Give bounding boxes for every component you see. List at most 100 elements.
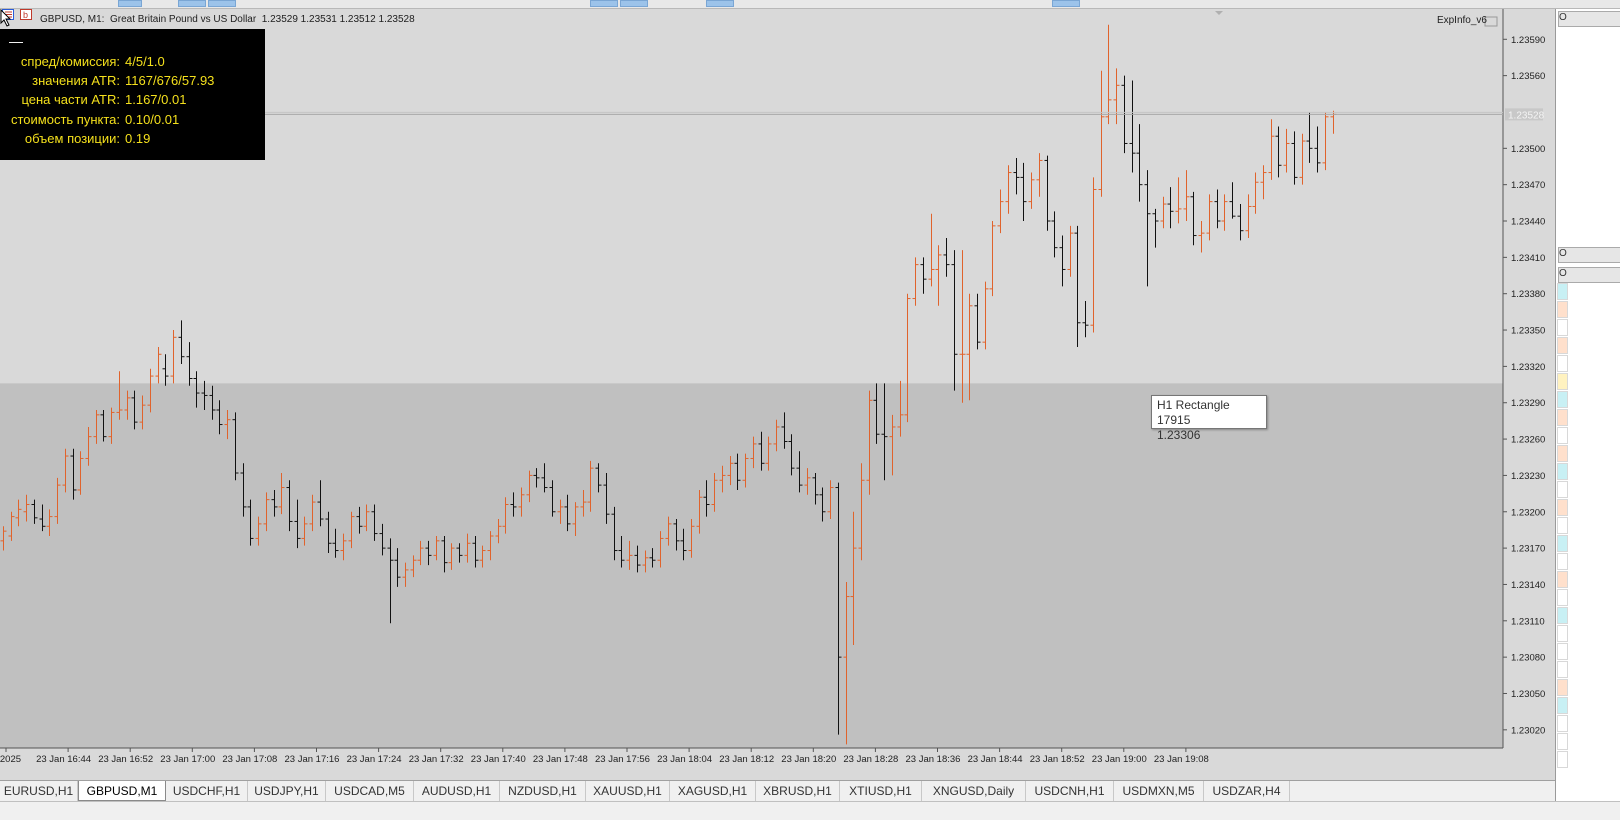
- time-axis-label: 23 Jan 18:36: [906, 754, 961, 765]
- price-axis-label: 1.23440: [1511, 217, 1545, 228]
- info-label: спред/комиссия:: [20, 54, 120, 69]
- panel-row-cell[interactable]: [1557, 661, 1568, 678]
- h1-rectangle[interactable]: [0, 383, 1503, 748]
- indicator-label: ExpInfo_v6: [1436, 15, 1487, 26]
- price-axis-label: 1.23380: [1511, 289, 1545, 300]
- tab-usdmxn[interactable]: USDMXN,M5: [1114, 781, 1204, 801]
- panel-row-cell[interactable]: [1557, 463, 1568, 480]
- tab-usdcad[interactable]: USDCAD,M5: [326, 781, 414, 801]
- mouse-pointer-icon: [0, 9, 12, 27]
- price-axis-label: 1.23560: [1511, 71, 1545, 82]
- price-axis-label: 1.23260: [1511, 435, 1545, 446]
- info-value: 0.19: [125, 131, 151, 146]
- chart-window[interactable]: 1.23528 1.23590 1.23560 1.23500 1.23470 1.234…: [0, 9, 1555, 780]
- time-axis-label: 23 Jan 18:12: [719, 754, 774, 765]
- panel-row-cell[interactable]: [1557, 427, 1568, 444]
- price-axis-label: 1.23470: [1511, 180, 1545, 191]
- panel-row-cell[interactable]: [1557, 499, 1568, 516]
- chart-tabs: EURUSD,H1 GBPUSD,M1 USDCHF,H1 USDJPY,H1 …: [0, 780, 1602, 802]
- toolbar-button[interactable]: [706, 0, 734, 7]
- current-price-box: [1505, 108, 1543, 121]
- screenshot-icon[interactable]: [1484, 16, 1498, 27]
- tab-xtiusd[interactable]: XTIUSD,H1: [840, 781, 922, 801]
- tab-gbpusd[interactable]: GBPUSD,M1: [78, 781, 166, 801]
- svg-text:b: b: [23, 10, 28, 20]
- toolbar-button[interactable]: [208, 0, 236, 7]
- panel-header[interactable]: O: [1558, 247, 1620, 263]
- tab-usdjpy[interactable]: USDJPY,H1: [248, 781, 326, 801]
- time-axis-label: 23 Jan 16:44: [36, 754, 91, 765]
- price-axis-label: 1.23050: [1511, 689, 1545, 700]
- toolbar-button[interactable]: [590, 0, 618, 7]
- panel-row-cell[interactable]: [1557, 679, 1568, 696]
- price-axis-label: 1.23080: [1511, 653, 1545, 664]
- time-axis-label: 23 Jan 19:00: [1092, 754, 1147, 765]
- object-tooltip: H1 Rectangle 17915 1.23306: [1151, 395, 1267, 442]
- toolbar-button[interactable]: [118, 0, 142, 7]
- panel-row-cell[interactable]: [1557, 715, 1568, 732]
- panel-row-cell[interactable]: [1557, 391, 1568, 408]
- tab-usdcnh[interactable]: USDCNH,H1: [1026, 781, 1114, 801]
- panel-header[interactable]: O: [1558, 11, 1620, 27]
- time-axis-label: 3 Jan 2025: [0, 754, 21, 765]
- time-axis-label: 23 Jan 17:00: [160, 754, 215, 765]
- tab-audusd[interactable]: AUDUSD,H1: [414, 781, 500, 801]
- time-axis-label: 23 Jan 16:52: [98, 754, 153, 765]
- panel-header[interactable]: O: [1558, 267, 1620, 283]
- panel-row-cell[interactable]: [1557, 553, 1568, 570]
- tab-nzdusd[interactable]: NZDUSD,H1: [500, 781, 586, 801]
- price-axis-label: 1.23290: [1511, 398, 1545, 409]
- info-row-atr: значения ATR: 1167/676/57.93: [0, 73, 265, 93]
- panel-row-cell[interactable]: [1557, 409, 1568, 426]
- panel-row-cell[interactable]: [1557, 445, 1568, 462]
- panel-row-cell[interactable]: [1557, 337, 1568, 354]
- panel-row-cell[interactable]: [1557, 571, 1568, 588]
- panel-row-cell[interactable]: [1557, 319, 1568, 336]
- panel-row-cell[interactable]: [1557, 301, 1568, 318]
- tab-usdchf[interactable]: USDCHF,H1: [166, 781, 248, 801]
- price-axis-label: 1.23110: [1511, 616, 1545, 627]
- info-value: 1167/676/57.93: [125, 73, 215, 88]
- toolbar-button[interactable]: [1052, 0, 1080, 7]
- time-axis-label: 23 Jan 17:08: [222, 754, 277, 765]
- toolbar-strip: [0, 0, 1620, 9]
- collapse-button[interactable]: —: [9, 33, 23, 49]
- panel-row-cell[interactable]: [1557, 589, 1568, 606]
- tab-eurusd[interactable]: EURUSD,H1: [0, 781, 78, 801]
- info-row-volume: объем позиции: 0.19: [0, 131, 265, 151]
- panel-row-cell[interactable]: [1557, 697, 1568, 714]
- expert-icon[interactable]: b: [20, 9, 32, 20]
- toolbar-button[interactable]: [178, 0, 206, 7]
- time-axis-label: 23 Jan 18:20: [781, 754, 836, 765]
- price-axis-label: 1.23350: [1511, 326, 1545, 337]
- info-value: 1.167/0.01: [125, 92, 187, 107]
- info-label: объем позиции:: [24, 131, 120, 146]
- panel-row-cell[interactable]: [1557, 625, 1568, 642]
- toolbar-button[interactable]: [620, 0, 648, 7]
- tab-xbrusd[interactable]: XBRUSD,H1: [756, 781, 840, 801]
- tab-xauusd[interactable]: XAUUSD,H1: [586, 781, 670, 801]
- panel-row-cell[interactable]: [1557, 733, 1568, 750]
- panel-row-cell[interactable]: [1557, 535, 1568, 552]
- panel-row-cell[interactable]: [1557, 643, 1568, 660]
- price-chart[interactable]: 1.23528 1.23590 1.23560 1.23500 1.23470 1.234…: [0, 9, 1555, 780]
- time-axis-label: 23 Jan 17:24: [347, 754, 402, 765]
- panel-row-cell[interactable]: [1557, 607, 1568, 624]
- panel-row-cell[interactable]: [1557, 355, 1568, 372]
- panel-row-cell[interactable]: [1557, 751, 1568, 768]
- price-axis-label: 1.23200: [1511, 507, 1545, 518]
- chart-shift-icon[interactable]: [1215, 11, 1223, 15]
- panel-row-cell[interactable]: [1557, 373, 1568, 390]
- info-row-point-value: стоимость пункта: 0.10/0.01: [0, 112, 265, 132]
- tab-xngusd[interactable]: XNGUSD,Daily: [922, 781, 1026, 801]
- price-axis-label: 1.23500: [1511, 144, 1545, 155]
- tab-usdzar[interactable]: USDZAR,H4: [1204, 781, 1290, 801]
- time-axis-label: 23 Jan 17:56: [595, 754, 650, 765]
- panel-row-cell[interactable]: [1557, 517, 1568, 534]
- panel-row-cell[interactable]: [1557, 283, 1568, 300]
- price-axis-label: 1.23320: [1511, 362, 1545, 373]
- tab-xagusd[interactable]: XAGUSD,H1: [670, 781, 756, 801]
- panel-row-cell[interactable]: [1557, 481, 1568, 498]
- info-value: 4/5/1.0: [125, 54, 165, 69]
- time-axis-label: 23 Jan 18:52: [1030, 754, 1085, 765]
